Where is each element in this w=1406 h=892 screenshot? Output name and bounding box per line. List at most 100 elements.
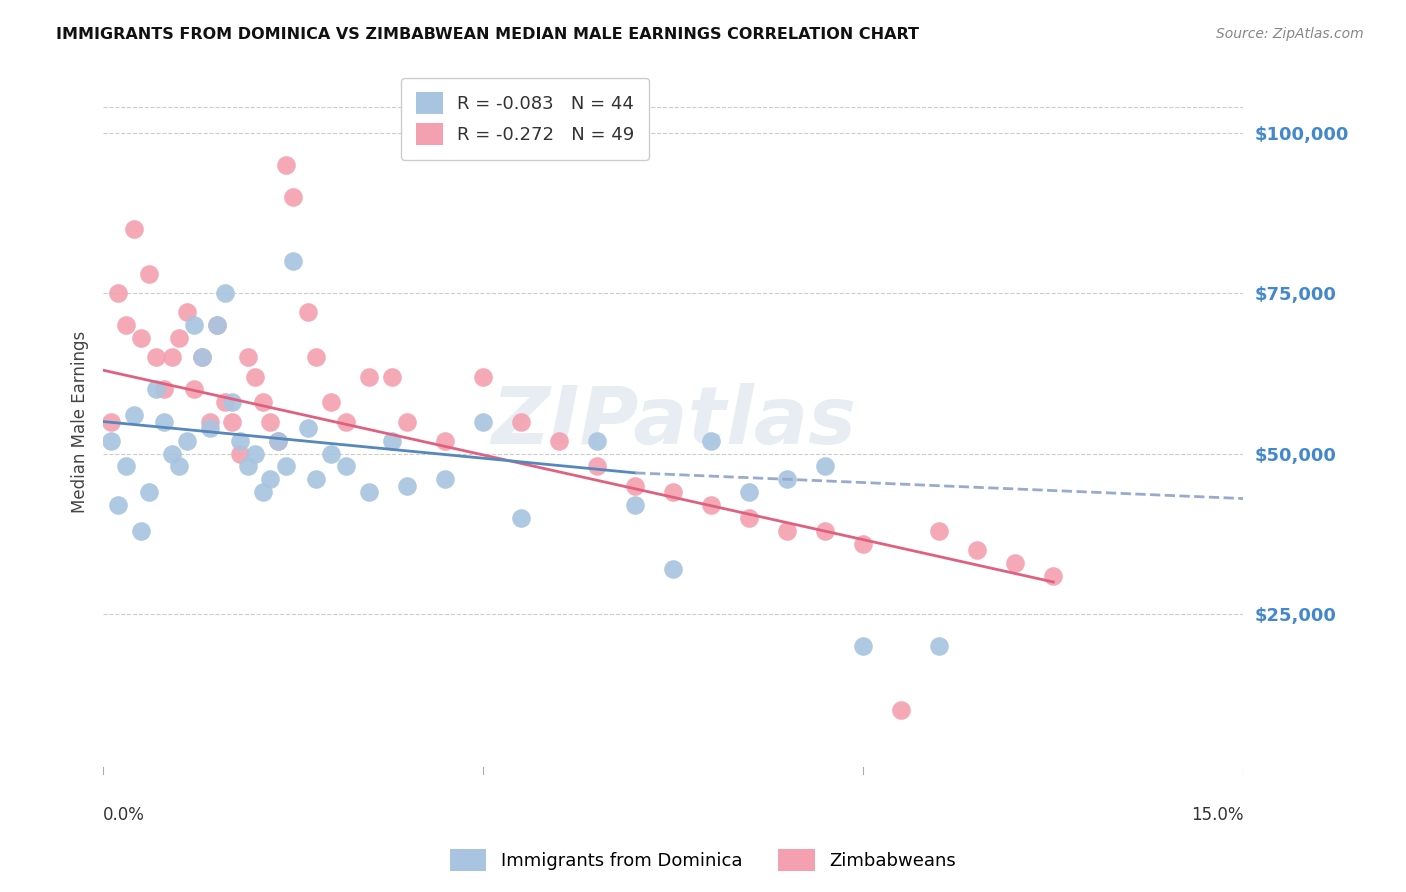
Point bbox=[214, 395, 236, 409]
Point bbox=[183, 318, 205, 333]
Point bbox=[586, 434, 609, 448]
Point bbox=[107, 286, 129, 301]
Point bbox=[814, 459, 837, 474]
Point bbox=[738, 485, 761, 500]
Point bbox=[145, 351, 167, 365]
Point bbox=[321, 395, 343, 409]
Point bbox=[252, 485, 274, 500]
Point bbox=[890, 703, 912, 717]
Point bbox=[191, 351, 214, 365]
Point bbox=[267, 434, 290, 448]
Point bbox=[321, 447, 343, 461]
Point bbox=[776, 472, 799, 486]
Text: IMMIGRANTS FROM DOMINICA VS ZIMBABWEAN MEDIAN MALE EARNINGS CORRELATION CHART: IMMIGRANTS FROM DOMINICA VS ZIMBABWEAN M… bbox=[56, 27, 920, 42]
Point bbox=[259, 472, 281, 486]
Point bbox=[160, 351, 183, 365]
Point bbox=[191, 351, 214, 365]
Point bbox=[176, 305, 198, 319]
Point bbox=[700, 498, 723, 512]
Point bbox=[305, 472, 328, 486]
Point bbox=[129, 524, 152, 538]
Point bbox=[100, 415, 122, 429]
Point bbox=[335, 415, 357, 429]
Point bbox=[267, 434, 290, 448]
Point bbox=[1042, 568, 1064, 582]
Point bbox=[928, 524, 950, 538]
Point bbox=[434, 434, 457, 448]
Point bbox=[359, 369, 381, 384]
Point bbox=[153, 383, 176, 397]
Point bbox=[167, 459, 190, 474]
Point bbox=[381, 369, 404, 384]
Point bbox=[214, 286, 236, 301]
Point bbox=[510, 511, 533, 525]
Point bbox=[381, 434, 404, 448]
Point bbox=[274, 459, 297, 474]
Point bbox=[396, 479, 419, 493]
Point bbox=[115, 318, 138, 333]
Point bbox=[274, 158, 297, 172]
Point bbox=[283, 254, 305, 268]
Point bbox=[1004, 556, 1026, 570]
Point bbox=[472, 369, 495, 384]
Point bbox=[236, 351, 259, 365]
Point bbox=[229, 434, 252, 448]
Point bbox=[624, 498, 647, 512]
Point bbox=[221, 395, 243, 409]
Point bbox=[145, 383, 167, 397]
Point bbox=[624, 479, 647, 493]
Text: ZIPatlas: ZIPatlas bbox=[491, 383, 856, 460]
Point bbox=[198, 415, 221, 429]
Point bbox=[198, 421, 221, 435]
Text: 0.0%: 0.0% bbox=[103, 806, 145, 824]
Point bbox=[107, 498, 129, 512]
Point bbox=[100, 434, 122, 448]
Point bbox=[852, 536, 875, 550]
Point bbox=[852, 639, 875, 653]
Point bbox=[205, 318, 228, 333]
Point bbox=[510, 415, 533, 429]
Point bbox=[359, 485, 381, 500]
Point bbox=[229, 447, 252, 461]
Point bbox=[297, 305, 319, 319]
Point bbox=[138, 485, 160, 500]
Point bbox=[928, 639, 950, 653]
Point bbox=[243, 369, 266, 384]
Text: Source: ZipAtlas.com: Source: ZipAtlas.com bbox=[1216, 27, 1364, 41]
Point bbox=[700, 434, 723, 448]
Point bbox=[396, 415, 419, 429]
Point bbox=[305, 351, 328, 365]
Point bbox=[122, 222, 145, 236]
Point bbox=[153, 415, 176, 429]
Point bbox=[183, 383, 205, 397]
Point bbox=[548, 434, 571, 448]
Point bbox=[259, 415, 281, 429]
Legend: Immigrants from Dominica, Zimbabweans: Immigrants from Dominica, Zimbabweans bbox=[443, 842, 963, 879]
Point bbox=[243, 447, 266, 461]
Point bbox=[662, 485, 685, 500]
Text: 15.0%: 15.0% bbox=[1191, 806, 1243, 824]
Point bbox=[205, 318, 228, 333]
Point bbox=[297, 421, 319, 435]
Point bbox=[138, 267, 160, 281]
Point bbox=[586, 459, 609, 474]
Point bbox=[434, 472, 457, 486]
Point bbox=[160, 447, 183, 461]
Legend: R = -0.083   N = 44, R = -0.272   N = 49: R = -0.083 N = 44, R = -0.272 N = 49 bbox=[401, 78, 648, 160]
Point bbox=[472, 415, 495, 429]
Point bbox=[738, 511, 761, 525]
Point bbox=[176, 434, 198, 448]
Point bbox=[662, 562, 685, 576]
Point bbox=[966, 543, 988, 558]
Point bbox=[236, 459, 259, 474]
Point bbox=[221, 415, 243, 429]
Point bbox=[129, 331, 152, 345]
Point bbox=[283, 190, 305, 204]
Point bbox=[167, 331, 190, 345]
Point bbox=[776, 524, 799, 538]
Point bbox=[252, 395, 274, 409]
Point bbox=[115, 459, 138, 474]
Point bbox=[335, 459, 357, 474]
Point bbox=[814, 524, 837, 538]
Point bbox=[122, 408, 145, 422]
